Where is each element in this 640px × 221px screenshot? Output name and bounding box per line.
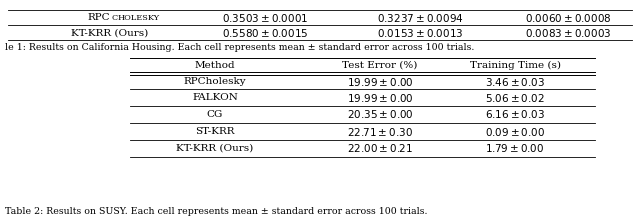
- Text: Training Time (s): Training Time (s): [470, 60, 561, 70]
- Text: $22.71 \pm 0.30$: $22.71 \pm 0.30$: [347, 126, 413, 137]
- Text: $0.09 \pm 0.00$: $0.09 \pm 0.00$: [485, 126, 545, 137]
- Text: $0.0060 \pm 0.0008$: $0.0060 \pm 0.0008$: [525, 12, 611, 24]
- Text: C: C: [111, 14, 117, 22]
- Text: $6.16 \pm 0.03$: $6.16 \pm 0.03$: [485, 109, 545, 120]
- Text: RPC: RPC: [88, 13, 110, 23]
- Text: Table 2: Results on SUSY. Each cell represents mean ± standard error across 100 : Table 2: Results on SUSY. Each cell repr…: [5, 206, 428, 215]
- Text: Method: Method: [195, 61, 236, 69]
- Text: RPCholesky: RPCholesky: [184, 78, 246, 86]
- Text: Test Error (%): Test Error (%): [342, 61, 418, 69]
- Text: $0.3503 \pm 0.0001$: $0.3503 \pm 0.0001$: [222, 12, 308, 24]
- Text: KT-KRR (Ours): KT-KRR (Ours): [72, 29, 148, 38]
- Text: $3.46 \pm 0.03$: $3.46 \pm 0.03$: [485, 76, 545, 88]
- Text: CG: CG: [207, 110, 223, 119]
- Text: $5.06 \pm 0.02$: $5.06 \pm 0.02$: [485, 91, 545, 103]
- Text: $19.99 \pm 0.00$: $19.99 \pm 0.00$: [347, 91, 413, 103]
- Text: $19.99 \pm 0.00$: $19.99 \pm 0.00$: [347, 76, 413, 88]
- Text: $0.0153 \pm 0.0013$: $0.0153 \pm 0.0013$: [377, 27, 463, 39]
- Text: KT-KRR (Ours): KT-KRR (Ours): [177, 144, 253, 153]
- Text: $1.79 \pm 0.00$: $1.79 \pm 0.00$: [485, 143, 545, 154]
- Text: $0.5580 \pm 0.0015$: $0.5580 \pm 0.0015$: [221, 27, 308, 39]
- Text: $22.00 \pm 0.21$: $22.00 \pm 0.21$: [347, 143, 413, 154]
- Text: $0.0083 \pm 0.0003$: $0.0083 \pm 0.0003$: [525, 27, 611, 39]
- Text: HOLESKY: HOLESKY: [118, 14, 160, 22]
- Text: le 1: Results on California Housing. Each cell represents mean ± standard error : le 1: Results on California Housing. Eac…: [5, 44, 474, 53]
- Text: ST-KRR: ST-KRR: [195, 127, 235, 136]
- Text: $20.35 \pm 0.00$: $20.35 \pm 0.00$: [347, 109, 413, 120]
- Text: FALKON: FALKON: [192, 93, 238, 102]
- Text: $0.3237 \pm 0.0094$: $0.3237 \pm 0.0094$: [376, 12, 463, 24]
